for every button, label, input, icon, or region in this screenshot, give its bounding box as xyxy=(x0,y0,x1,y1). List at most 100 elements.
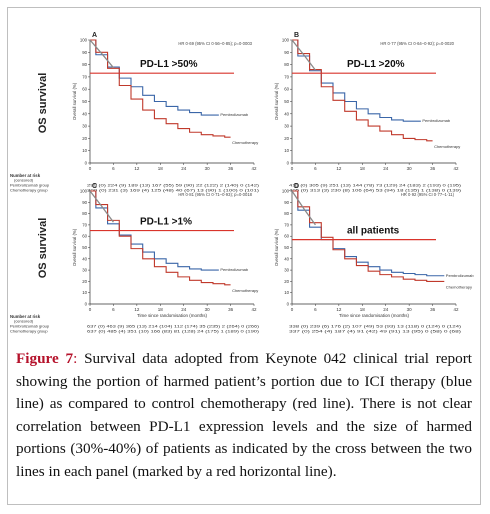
chemotherapy-curve xyxy=(90,190,231,286)
y-tick-label: 70 xyxy=(82,74,87,79)
x-tick-label: 0 xyxy=(291,307,294,312)
chemotherapy-curve xyxy=(292,39,433,142)
x-tick-label: 12 xyxy=(336,307,342,312)
y-tick-label: 50 xyxy=(284,245,289,250)
chemotherapy-curve-label: Chemotherapy xyxy=(232,140,258,145)
panel-d: DHR 0·92 (95% CI 0·77–1·11)0102030405060… xyxy=(274,183,474,334)
overlap-curve xyxy=(291,39,316,71)
y-tick-label: 60 xyxy=(82,234,87,239)
pembrolizumab-curve xyxy=(292,39,421,122)
chemotherapy-curve-label: Chemotherapy xyxy=(434,144,460,149)
chemotherapy-curve xyxy=(292,190,445,282)
panel-letter: D xyxy=(294,183,299,190)
y-tick-label: 30 xyxy=(284,268,289,273)
y-tick-label: 0 xyxy=(85,302,88,307)
y-tick-label: 0 xyxy=(287,302,290,307)
panel-title: PD-L1 >50% xyxy=(140,59,198,70)
risk-row-pembro: 637 (0) 463 (9) 365 (13) 214 (104) 112 (… xyxy=(87,324,260,329)
x-tick-label: 24 xyxy=(181,166,187,171)
figure-frame xyxy=(7,7,481,505)
y-tick-label: 10 xyxy=(284,148,289,153)
chemotherapy-curve xyxy=(90,39,231,138)
pembrolizumab-curve xyxy=(90,190,219,271)
x-tick-label: 18 xyxy=(158,166,164,171)
x-tick-label: 30 xyxy=(407,166,413,171)
pembrolizumab-curve-label: Pembrolizumab xyxy=(220,112,249,117)
y-tick-label: 100 xyxy=(282,189,290,194)
chemotherapy-curve-label: Chemotherapy xyxy=(232,288,258,293)
y-axis-label: Overall survival (%) xyxy=(274,82,279,120)
y-tick-label: 70 xyxy=(82,222,87,227)
y-tick-label: 40 xyxy=(82,256,87,261)
x-tick-label: 42 xyxy=(453,166,459,171)
overlap-curve xyxy=(291,190,316,226)
risk-row-pembro: 299 (0) 224 (9) 189 (13) 167 (55) 59 (90… xyxy=(87,183,260,188)
y-axis-label: Overall survival (%) xyxy=(72,82,77,120)
x-tick-label: 36 xyxy=(430,166,436,171)
y-tick-label: 20 xyxy=(284,136,289,141)
risk-label-chemo: Chemotherapy group xyxy=(10,188,48,193)
risk-row-chemo: 337 (0) 254 (4) 187 (4) 91 (42) 49 (91) … xyxy=(289,329,462,334)
y-tick-label: 100 xyxy=(80,189,88,194)
y-tick-label: 10 xyxy=(284,290,289,295)
row-label: OS survival xyxy=(37,218,49,279)
x-tick-label: 0 xyxy=(291,166,294,171)
risk-header-sub: (censored) xyxy=(14,319,34,324)
x-tick-label: 36 xyxy=(228,307,234,312)
hazard-ratio-text: HR 0·81 (95% CI 0·71–0·93); p=0·0018 xyxy=(178,192,252,197)
y-tick-label: 10 xyxy=(82,290,87,295)
x-tick-label: 0 xyxy=(89,166,92,171)
risk-label-chemo: Chemotherapy group xyxy=(10,329,48,334)
pembrolizumab-curve xyxy=(292,190,445,277)
risk-row-chemo: 405 (0) 313 (3) 230 (8) 106 (64) 53 (94)… xyxy=(289,188,462,193)
y-tick-label: 0 xyxy=(85,161,88,166)
y-tick-label: 60 xyxy=(284,234,289,239)
x-tick-label: 42 xyxy=(251,166,257,171)
pembrolizumab-curve xyxy=(90,39,219,116)
y-tick-label: 100 xyxy=(80,38,88,43)
y-tick-label: 80 xyxy=(284,62,289,67)
y-tick-label: 20 xyxy=(284,279,289,284)
x-tick-label: 24 xyxy=(181,307,187,312)
y-tick-label: 30 xyxy=(284,124,289,129)
x-tick-label: 18 xyxy=(360,307,366,312)
x-tick-label: 6 xyxy=(112,307,115,312)
risk-row-chemo: 637 (0) 485 (4) 351 (10) 166 (83) 81 (12… xyxy=(87,329,260,334)
y-tick-label: 60 xyxy=(284,87,289,92)
y-tick-label: 100 xyxy=(282,38,290,43)
y-tick-label: 90 xyxy=(82,50,87,55)
pembrolizumab-curve-label: Pembrolizumab xyxy=(422,118,451,123)
y-tick-label: 60 xyxy=(82,87,87,92)
risk-label-pembro: Pembrolizumab group xyxy=(10,183,50,188)
hazard-ratio-text: HR 0·69 (95% CI 0·56–0·85); p=0·0003 xyxy=(178,41,252,46)
x-tick-label: 30 xyxy=(407,307,413,312)
y-tick-label: 40 xyxy=(284,256,289,261)
y-tick-label: 70 xyxy=(284,74,289,79)
panel-b: B HR 0·77 (95% CI 0·64–0·92); p=0·0020 0 10… xyxy=(274,32,462,193)
y-tick-label: 30 xyxy=(82,268,87,273)
risk-row-pembro: 413 (0) 305 (9) 251 (13) 144 (78) 73 (12… xyxy=(289,183,462,188)
x-tick-label: 6 xyxy=(314,307,317,312)
figure-label: Figure 7 xyxy=(16,350,74,367)
chemotherapy-curve-label: Chemotherapy xyxy=(446,284,472,289)
panel-letter: A xyxy=(92,32,97,39)
x-tick-label: 12 xyxy=(134,307,140,312)
y-tick-label: 30 xyxy=(82,124,87,129)
x-tick-label: 6 xyxy=(112,166,115,171)
y-tick-label: 90 xyxy=(284,50,289,55)
pembrolizumab-curve-label: Pembrolizumab xyxy=(220,267,249,272)
panel-c: C HR 0·81 (95% CI 0·71–0·93); p=0·0018 0 10… xyxy=(10,183,260,334)
panel-letter: B xyxy=(294,32,299,39)
x-tick-label: 0 xyxy=(89,307,92,312)
x-tick-label: 24 xyxy=(383,166,389,171)
x-tick-label: 36 xyxy=(228,166,234,171)
y-tick-label: 90 xyxy=(82,200,87,205)
x-axis-label: Time since randomisation (months) xyxy=(137,313,208,318)
x-tick-label: 18 xyxy=(360,166,366,171)
y-tick-label: 50 xyxy=(82,245,87,250)
y-tick-label: 50 xyxy=(82,99,87,104)
pembrolizumab-curve-label: Pembrolizumab xyxy=(446,273,475,278)
risk-row-pembro: 338 (0) 239 (6) 176 (2) 107 (49) 53 (93)… xyxy=(289,324,462,329)
hazard-ratio-text: HR 0·92 (95% CI 0·77–1·11) xyxy=(401,192,455,197)
overlap-curve xyxy=(89,190,114,223)
